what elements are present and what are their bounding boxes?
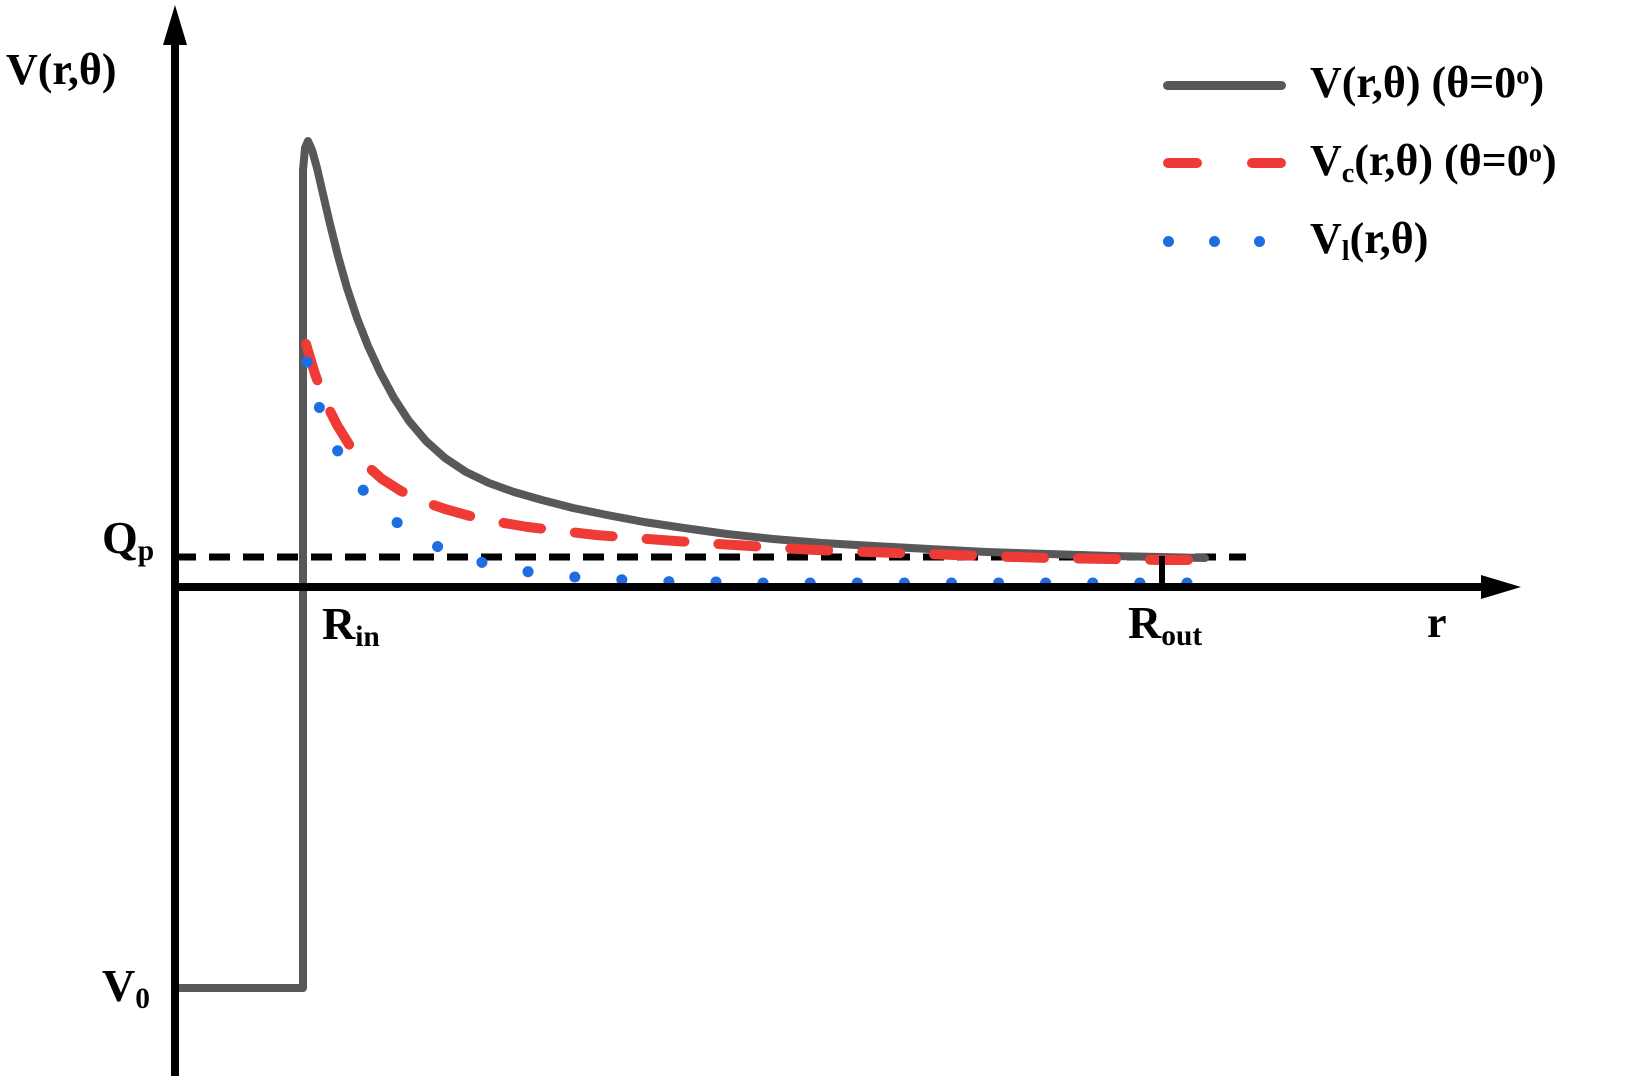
x-axis-arrowhead — [1481, 575, 1521, 599]
legend-label-centrifugal: Vl(r,θ) — [1310, 213, 1429, 267]
legend-swatch-solid-line — [1163, 80, 1286, 90]
v0-label: V0 — [102, 963, 150, 1015]
legend-label-coulomb: Vc(r,θ) (θ=0o) — [1310, 135, 1557, 189]
coulomb-potential-curve — [301, 339, 1208, 565]
rin-label-sub: in — [355, 621, 380, 654]
y-axis-arrowhead — [163, 5, 187, 45]
rout-label: Rout — [1128, 600, 1202, 652]
rout-label-sub: out — [1161, 620, 1203, 653]
legend-row-total: V(r,θ) (θ=0o) — [1163, 46, 1557, 124]
qp-label-sub: p — [137, 535, 155, 568]
y-axis-label-text: V(r,θ) — [6, 45, 117, 94]
red-dashed-line-icon — [1163, 158, 1286, 168]
solid-gray-line-icon — [1163, 80, 1286, 90]
x-axis-label: r — [1427, 601, 1447, 645]
centrifugal-potential-curve — [301, 356, 1196, 589]
rout-label-main: R — [1128, 597, 1162, 648]
y-axis-label: V(r,θ) — [6, 48, 117, 92]
v0-label-sub: 0 — [135, 983, 150, 1016]
legend-swatch-dashed-line — [1163, 158, 1286, 168]
v0-label-main: V — [102, 960, 136, 1011]
x-axis-label-text: r — [1427, 598, 1447, 647]
rin-label: Rin — [322, 601, 380, 653]
blue-dotted-line-icon — [1163, 235, 1265, 247]
legend-label-total: V(r,θ) (θ=0o) — [1310, 57, 1545, 107]
rin-label-main: R — [322, 598, 356, 649]
total-potential-curve — [171, 137, 1209, 992]
qp-label-main: Q — [102, 512, 138, 563]
qp-label: Qp — [102, 515, 154, 567]
legend-row-centrifugal: Vl(r,θ) — [1163, 202, 1557, 280]
legend-row-coulomb: Vc(r,θ) (θ=0o) — [1163, 124, 1557, 202]
legend-swatch-dotted-line — [1163, 235, 1286, 247]
legend: V(r,θ) (θ=0o) Vc(r,θ) (θ=0o) — [1163, 46, 1557, 280]
